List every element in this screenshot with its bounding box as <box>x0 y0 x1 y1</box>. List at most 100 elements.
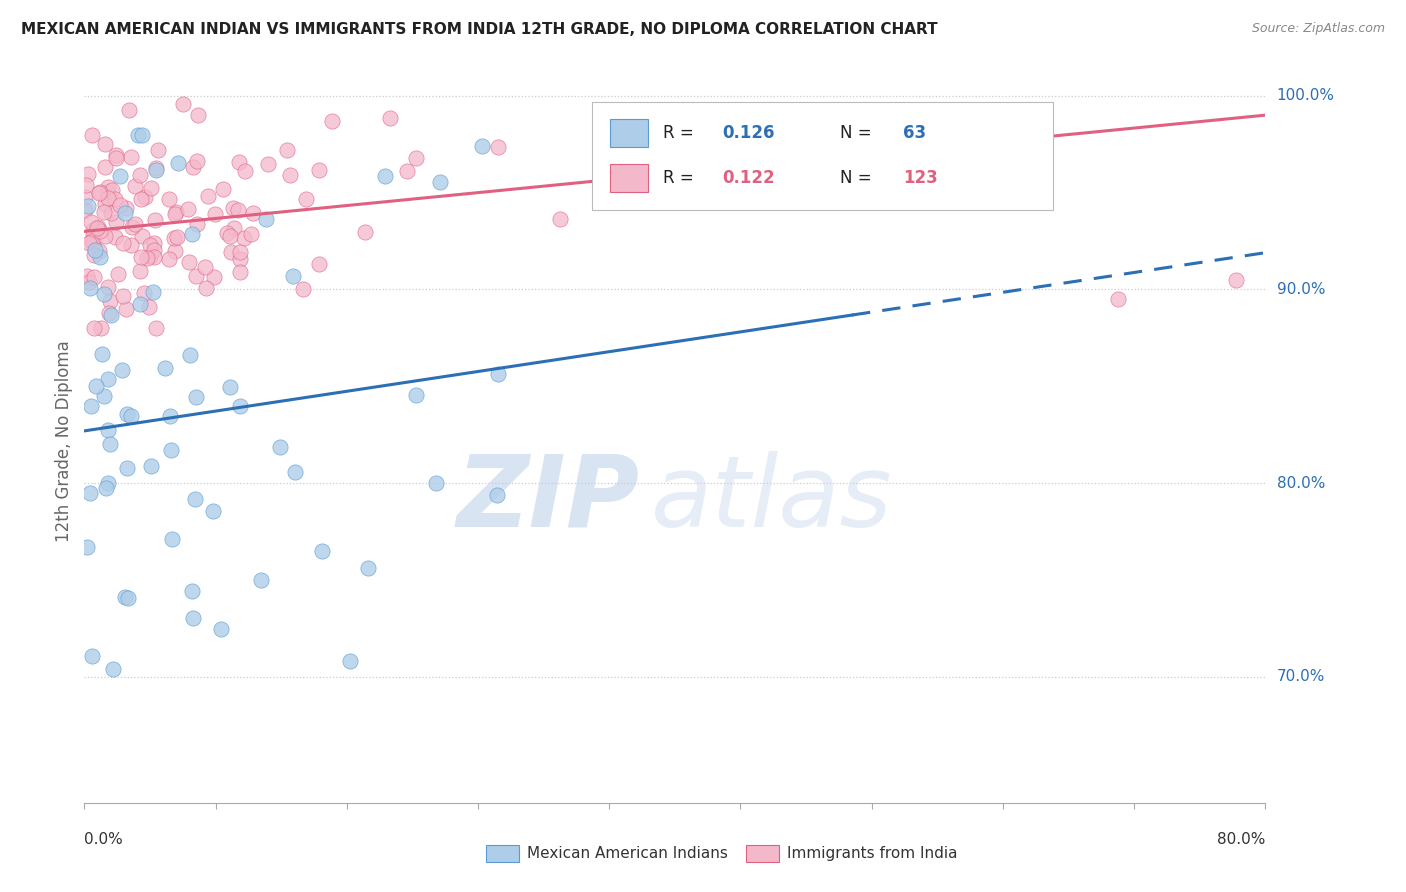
Point <box>136 251 159 265</box>
Point <box>550 212 572 227</box>
Point <box>124 217 146 231</box>
Point <box>229 252 252 266</box>
Text: Mexican American Indians: Mexican American Indians <box>527 846 728 861</box>
Point <box>83 269 105 284</box>
Point <box>114 206 136 220</box>
Point <box>98 294 121 309</box>
Point <box>93 229 115 244</box>
Point <box>91 347 114 361</box>
Point <box>292 282 315 296</box>
Point <box>486 140 509 154</box>
Point <box>184 492 207 507</box>
Point <box>93 286 115 301</box>
Point <box>226 203 249 218</box>
Point <box>378 112 401 126</box>
Point <box>160 442 183 457</box>
Point <box>321 114 343 128</box>
Text: 0.126: 0.126 <box>723 124 775 142</box>
Point <box>197 188 219 202</box>
Point <box>224 221 246 235</box>
Point <box>269 440 291 454</box>
Point <box>181 227 204 242</box>
Bar <box>610 120 648 147</box>
Point <box>117 460 139 475</box>
Text: R =: R = <box>664 169 699 186</box>
Point <box>165 205 187 219</box>
Point <box>374 169 396 184</box>
Point <box>80 215 103 229</box>
Point <box>1225 273 1247 287</box>
Point <box>165 244 187 258</box>
Point <box>132 286 155 301</box>
Bar <box>486 845 519 862</box>
Point <box>89 186 111 200</box>
Point <box>405 388 427 402</box>
Point <box>354 225 377 239</box>
Point <box>120 409 142 423</box>
Point <box>104 215 127 229</box>
Point <box>87 219 110 234</box>
Text: Immigrants from India: Immigrants from India <box>787 846 957 861</box>
Point <box>112 235 135 250</box>
Point <box>201 503 224 517</box>
Point <box>131 250 153 264</box>
Point <box>86 220 108 235</box>
Point <box>104 192 127 206</box>
Point <box>311 544 333 558</box>
Point <box>405 152 427 166</box>
Point <box>80 234 103 248</box>
Bar <box>610 164 648 192</box>
Point <box>87 244 110 259</box>
Text: MEXICAN AMERICAN INDIAN VS IMMIGRANTS FROM INDIA 12TH GRADE, NO DIPLOMA CORRELAT: MEXICAN AMERICAN INDIAN VS IMMIGRANTS FR… <box>21 22 938 37</box>
Point <box>96 186 118 200</box>
Text: 100.0%: 100.0% <box>1277 88 1334 103</box>
Point <box>89 185 111 199</box>
FancyBboxPatch shape <box>592 102 1053 211</box>
Point <box>204 270 226 285</box>
Text: R =: R = <box>664 124 699 142</box>
Point <box>249 573 271 587</box>
Point <box>195 280 218 294</box>
Point <box>97 180 120 194</box>
Point <box>112 289 135 303</box>
Text: 70.0%: 70.0% <box>1277 669 1324 684</box>
Point <box>94 161 117 175</box>
Point <box>217 226 239 240</box>
Text: N =: N = <box>841 124 877 142</box>
Point <box>177 202 200 217</box>
Point <box>159 409 181 423</box>
Point <box>153 360 176 375</box>
Point <box>219 228 242 243</box>
Point <box>73 190 96 204</box>
Point <box>129 193 152 207</box>
Point <box>166 156 188 170</box>
Point <box>204 207 226 221</box>
Point <box>82 648 104 663</box>
Point <box>229 400 252 414</box>
Point <box>80 399 103 413</box>
Point <box>284 465 307 479</box>
Point <box>211 182 233 196</box>
Text: 123: 123 <box>903 169 938 186</box>
Point <box>357 561 380 575</box>
Point <box>308 163 330 178</box>
Point <box>114 590 136 604</box>
Point <box>105 151 128 165</box>
Point <box>143 250 166 264</box>
Point <box>97 372 120 386</box>
Text: 80.0%: 80.0% <box>1277 475 1324 491</box>
Point <box>257 157 280 171</box>
Point <box>115 407 138 421</box>
Point <box>100 308 122 322</box>
Point <box>131 229 153 244</box>
Point <box>104 229 127 244</box>
Point <box>194 260 217 274</box>
Point <box>240 227 263 242</box>
Point <box>120 150 142 164</box>
Point <box>142 285 165 300</box>
Point <box>82 227 104 242</box>
Text: N =: N = <box>841 169 877 186</box>
Point <box>186 154 208 169</box>
Point <box>98 437 121 451</box>
Point <box>181 160 204 174</box>
